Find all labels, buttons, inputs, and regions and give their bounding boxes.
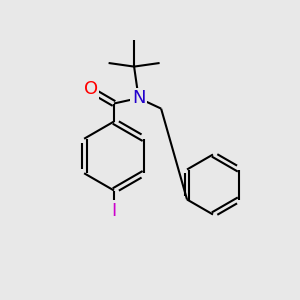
Text: O: O bbox=[84, 80, 98, 98]
Text: N: N bbox=[132, 89, 145, 107]
Text: I: I bbox=[111, 202, 117, 220]
